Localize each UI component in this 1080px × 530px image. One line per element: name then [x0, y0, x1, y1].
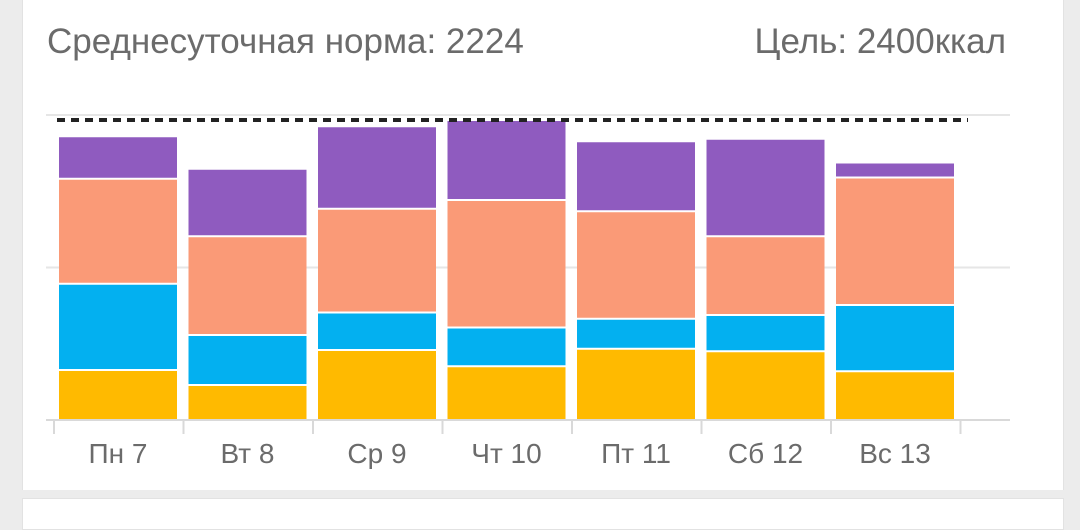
bar-segment — [577, 349, 695, 419]
x-tick-label: Пт 11 — [601, 438, 671, 469]
bar-segment — [318, 127, 436, 208]
bar-segment — [836, 178, 954, 304]
x-tick-label: Пн 7 — [89, 438, 148, 469]
bar-segment — [836, 306, 954, 371]
goal-label: Цель: 2400ккал — [754, 22, 1006, 61]
bar-segment — [447, 367, 566, 419]
x-tick-label: Ср 9 — [347, 438, 406, 469]
x-tick-label: Сб 12 — [728, 438, 803, 469]
x-tick-label: Чт 10 — [471, 438, 541, 469]
bar-segment — [188, 386, 307, 419]
x-tick-label: Вс 13 — [859, 438, 931, 469]
bar-segment — [577, 142, 695, 211]
bar-segment — [447, 201, 566, 327]
bar-segment — [188, 237, 307, 334]
bar-segment — [447, 121, 566, 199]
bar-segment — [318, 313, 436, 349]
bar-segment — [577, 319, 695, 348]
bar-segment — [188, 169, 307, 236]
bar-segment — [706, 352, 825, 419]
bar-segment — [318, 209, 436, 312]
bar-segment — [59, 284, 177, 369]
bar-segment — [836, 372, 954, 419]
bar-segment — [836, 163, 954, 177]
bar-segment — [577, 212, 695, 318]
bar-segment — [318, 351, 436, 419]
bar-segment — [706, 139, 825, 236]
bar-segment — [706, 237, 825, 314]
bar-segment — [59, 137, 177, 178]
bar-segment — [706, 316, 825, 351]
calorie-stacked-bar-chart: Пн 7 Вт 8 Ср 9 Чт 10 Пт 11 Сб 12 Вс 13 — [46, 114, 1010, 469]
x-tick-label: Вт 8 — [221, 438, 275, 469]
bar-segment — [59, 179, 177, 283]
bar-segment — [447, 328, 566, 366]
average-norm-label: Среднесуточная норма: 2224 — [47, 22, 524, 61]
bar-segment — [188, 336, 307, 384]
bar-segment — [59, 371, 177, 419]
